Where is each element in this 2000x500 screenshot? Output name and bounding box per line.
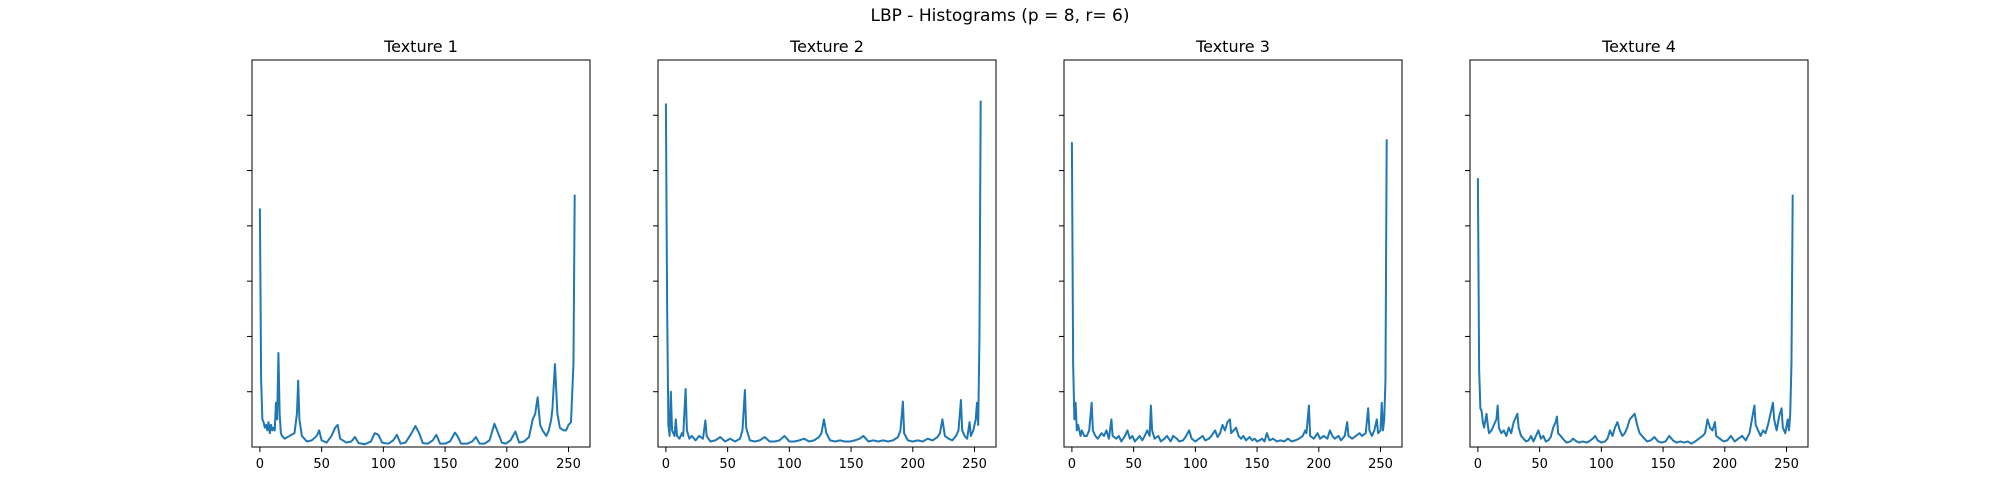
x-tick-label: 250 (1368, 457, 1393, 472)
x-tick-label: 150 (433, 457, 458, 472)
x-tick-label: 100 (371, 457, 396, 472)
subplot-panels: Texture 1 0 50 100 150 200 250 Texture 2 0 50 100 1… (247, 37, 1809, 472)
subplot-texture-3: Texture 3 0 50 100 150 200 250 (1059, 37, 1403, 472)
x-tick-label: 250 (556, 457, 581, 472)
axes-frame (251, 59, 591, 448)
x-tick-label: 100 (777, 457, 802, 472)
x-tick-label: 0 (1068, 457, 1076, 472)
subplot-texture-2: Texture 2 0 50 100 150 200 250 (653, 37, 997, 472)
x-tick-label: 200 (1712, 457, 1737, 472)
x-tick-label: 100 (1589, 457, 1614, 472)
subplot-title: Texture 1 (383, 37, 458, 56)
x-tick-label: 0 (662, 457, 670, 472)
x-tick-label: 250 (1774, 457, 1799, 472)
x-tick-label: 100 (1183, 457, 1208, 472)
x-tick-label: 200 (900, 457, 925, 472)
subplot-title: Texture 2 (789, 37, 864, 56)
series-line (1476, 177, 1794, 445)
series-line (664, 100, 982, 443)
axes-frame (1063, 59, 1403, 448)
x-tick-label: 50 (1125, 457, 1142, 472)
series-line (1070, 139, 1388, 443)
figure-title: LBP - Histograms (p = 8, r= 6) (871, 6, 1130, 26)
x-tick-label: 0 (1474, 457, 1482, 472)
x-tick-label: 0 (256, 457, 264, 472)
x-tick-label: 50 (1531, 457, 1548, 472)
x-tick-label: 200 (1306, 457, 1331, 472)
x-tick-label: 150 (839, 457, 864, 472)
series-line (258, 194, 576, 446)
x-tick-label: 200 (494, 457, 519, 472)
x-tick-label: 250 (962, 457, 987, 472)
subplot-texture-4: Texture 4 0 50 100 150 200 250 (1465, 37, 1809, 472)
x-tick-label: 50 (313, 457, 330, 472)
subplot-title: Texture 3 (1195, 37, 1270, 56)
axes-frame (657, 59, 997, 448)
x-tick-label: 50 (719, 457, 736, 472)
x-tick-label: 150 (1651, 457, 1676, 472)
axes-frame (1469, 59, 1809, 448)
x-tick-label: 150 (1245, 457, 1270, 472)
subplot-texture-1: Texture 1 0 50 100 150 200 250 (247, 37, 591, 472)
subplot-title: Texture 4 (1601, 37, 1676, 56)
